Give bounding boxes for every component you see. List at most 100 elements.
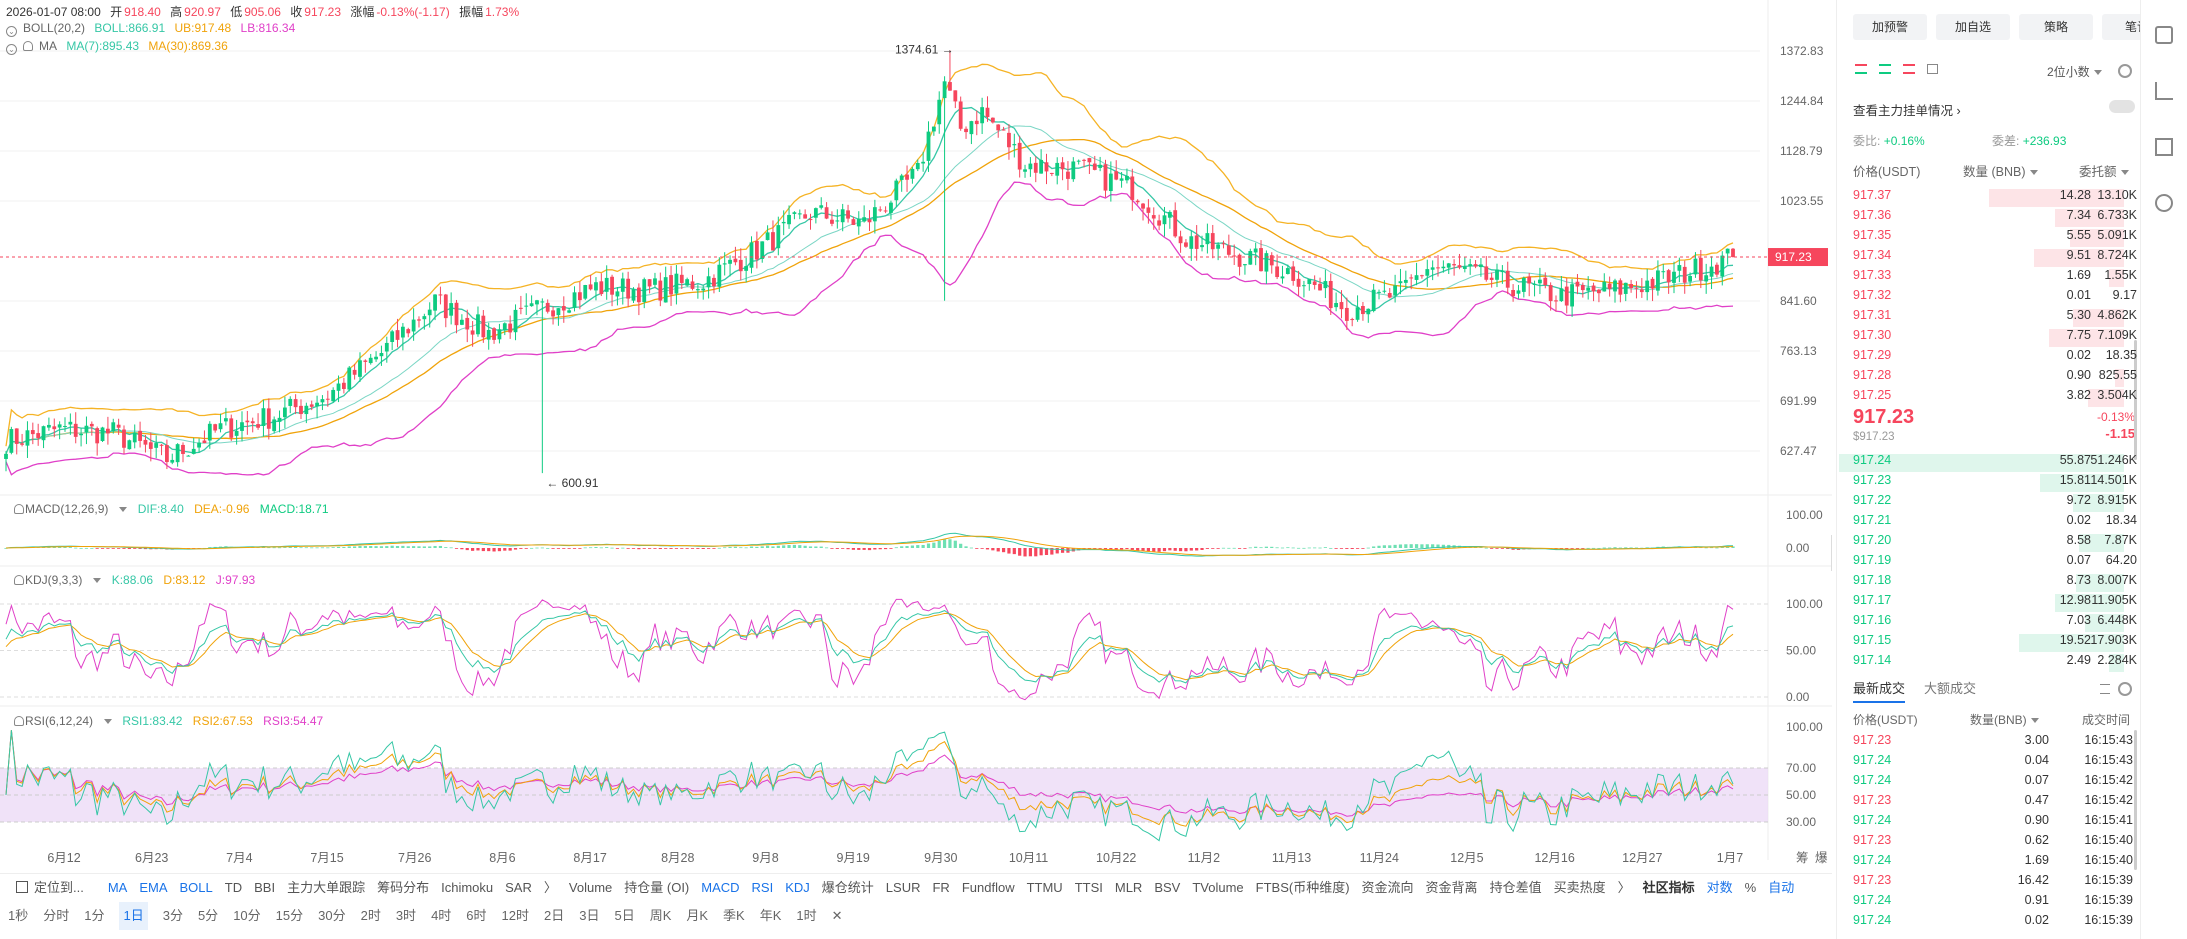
trades-scrollbar[interactable]	[2134, 730, 2137, 870]
ask-view-icon[interactable]	[1903, 64, 1915, 74]
kdj-label[interactable]: KDJ(9,3,3)	[25, 573, 83, 587]
interval-0[interactable]: 1秒	[8, 908, 29, 923]
trades-col-qty[interactable]: 数量(BNB)	[1970, 711, 2043, 728]
bid-row[interactable]: 917.19 0.07 64.20	[1853, 553, 2137, 567]
col-total[interactable]: 委托额	[2079, 161, 2133, 180]
indicator-33[interactable]: 自动	[1768, 880, 1795, 895]
indicator-21[interactable]: MLR	[1114, 880, 1143, 895]
ask-row[interactable]: 917.37 14.28 13.10K	[1837, 188, 2137, 208]
indicator-22[interactable]: BSV	[1154, 880, 1181, 895]
interval-19[interactable]: 季K	[723, 908, 745, 923]
interval-3[interactable]: 1日	[119, 902, 148, 930]
interval-5[interactable]: 5分	[197, 908, 219, 923]
bid-row[interactable]: 917.23 15.81 14.501K	[1837, 473, 2137, 493]
bid-row[interactable]: 917.20 8.58 7.87K	[1837, 533, 2137, 553]
indicator-1[interactable]: EMA	[139, 880, 168, 895]
depth-view-icon[interactable]	[1927, 64, 1938, 74]
indicator-19[interactable]: TTMU	[1026, 880, 1063, 895]
interval-11[interactable]: 4时	[431, 908, 452, 923]
ask-row[interactable]: 917.33 1.69 1.55K	[1837, 268, 2137, 288]
indicator-31[interactable]: 对数	[1706, 880, 1733, 895]
indicator-16[interactable]: LSUR	[885, 880, 921, 895]
boll-label[interactable]: BOLL(20,2)	[23, 21, 86, 35]
orderbook-scrollbar[interactable]	[2134, 340, 2137, 460]
collapse-icon[interactable]: ⌄	[6, 44, 17, 55]
indicator-20[interactable]: TTSI	[1074, 880, 1103, 895]
ask-row[interactable]: 917.28 0.90 825.55	[1837, 368, 2137, 388]
indicator-15[interactable]: 爆仓统计	[821, 880, 874, 895]
settings-icon[interactable]	[2118, 64, 2132, 78]
indicator-4[interactable]: BBI	[254, 880, 276, 895]
col-qty[interactable]: 数量 (BNB)	[1963, 161, 2042, 180]
indicator-6[interactable]: 筹码分布	[377, 880, 430, 895]
list-icon[interactable]	[2100, 684, 2110, 694]
locate-button[interactable]: 定位到...	[16, 874, 96, 902]
interval-4[interactable]: 3分	[162, 908, 183, 923]
tab-large-trades[interactable]: 大额成交	[1924, 681, 1977, 696]
bar-chart-icon[interactable]	[2155, 138, 2173, 156]
collapse-icon[interactable]: ⌄	[6, 26, 17, 37]
interval-12[interactable]: 6时	[466, 908, 487, 923]
dropdown-icon[interactable]	[93, 578, 102, 583]
indicator-23[interactable]: TVolume	[1192, 880, 1244, 895]
bid-row[interactable]: 917.22 9.72 8.915K	[1837, 493, 2137, 513]
history-icon[interactable]	[2155, 194, 2173, 212]
ask-row[interactable]: 917.34 9.51 8.724K	[1837, 248, 2137, 268]
main-orders-toggle[interactable]	[2109, 100, 2135, 113]
indicator-7[interactable]: Ichimoku	[441, 880, 494, 895]
add-alert-button[interactable]: 加预警	[1853, 14, 1927, 40]
ask-row[interactable]: 917.35 5.55 5.091K	[1837, 228, 2137, 248]
interval-21[interactable]: 1时	[796, 908, 817, 923]
ask-row[interactable]: 917.29 0.02 18.35	[1853, 348, 2137, 362]
interval-6[interactable]: 10分	[233, 908, 261, 923]
bell-icon[interactable]	[23, 41, 33, 51]
ma-label[interactable]: MA	[39, 39, 57, 53]
indicator-14[interactable]: KDJ	[785, 880, 810, 895]
bell-icon[interactable]	[14, 716, 24, 726]
interval-10[interactable]: 3时	[395, 908, 417, 923]
candlestick-chart[interactable]: 1372.83 1244.84 1128.79 1023.55 841.60 763.13…	[0, 0, 1832, 872]
interval-20[interactable]: 年K	[759, 908, 782, 923]
dropdown-icon[interactable]	[104, 719, 113, 724]
bid-row[interactable]: 917.14 2.49 2.284K	[1837, 653, 2137, 673]
ask-row[interactable]: 917.31 5.30 4.862K	[1837, 308, 2137, 328]
rsi-label[interactable]: RSI(6,12,24)	[25, 714, 94, 728]
indicator-30[interactable]: 社区指标	[1642, 880, 1695, 895]
line-chart-icon[interactable]	[2155, 82, 2173, 100]
interval-13[interactable]: 12时	[501, 908, 529, 923]
dropdown-icon[interactable]	[119, 507, 128, 512]
interval-7[interactable]: 15分	[275, 908, 304, 923]
bid-row[interactable]: 917.15 19.52 17.903K	[1837, 633, 2137, 653]
interval-22[interactable]: ✕	[831, 908, 843, 923]
ask-row[interactable]: 917.30 7.75 7.109K	[1837, 328, 2137, 348]
bid-row[interactable]: 917.17 12.98 11.905K	[1837, 593, 2137, 613]
interval-14[interactable]: 2日	[544, 908, 565, 923]
indicator-5[interactable]: 主力大单跟踪	[287, 880, 366, 895]
interval-2[interactable]: 1分	[84, 908, 105, 923]
indicator-11[interactable]: 持仓量 (OI)	[624, 880, 690, 895]
export-icon[interactable]	[2155, 26, 2173, 44]
indicator-9[interactable]: 〉	[543, 880, 557, 895]
precision-select[interactable]: 2位小数	[2047, 63, 2106, 80]
indicator-3[interactable]: TD	[224, 880, 243, 895]
ask-row[interactable]: 917.36 7.34 6.733K	[1837, 208, 2137, 228]
indicator-8[interactable]: SAR	[505, 880, 532, 895]
tab-latest-trades[interactable]: 最新成交	[1853, 678, 1906, 703]
settings-icon[interactable]	[2118, 682, 2132, 696]
indicator-13[interactable]: RSI	[751, 880, 774, 895]
interval-9[interactable]: 2时	[360, 908, 381, 923]
ask-row[interactable]: 917.32 0.01 9.17	[1853, 288, 2137, 302]
bid-row[interactable]: 917.16 7.03 6.448K	[1837, 613, 2137, 633]
interval-8[interactable]: 30分	[318, 908, 346, 923]
strategy-button[interactable]: 策略	[2019, 14, 2093, 40]
bid-row[interactable]: 917.21 0.02 18.34	[1853, 513, 2137, 527]
interval-17[interactable]: 周K	[649, 908, 672, 923]
indicator-10[interactable]: Volume	[568, 880, 613, 895]
indicator-0[interactable]: MA	[107, 880, 128, 895]
bid-row[interactable]: 917.24 55.87 51.246K	[1837, 453, 2137, 473]
indicator-12[interactable]: MACD	[701, 880, 740, 895]
interval-15[interactable]: 3日	[579, 908, 600, 923]
add-watchlist-button[interactable]: 加自选	[1936, 14, 2010, 40]
indicator-32[interactable]: %	[1744, 880, 1757, 895]
main-orders-link[interactable]: 查看主力挂单情况 ›	[1853, 104, 1961, 118]
